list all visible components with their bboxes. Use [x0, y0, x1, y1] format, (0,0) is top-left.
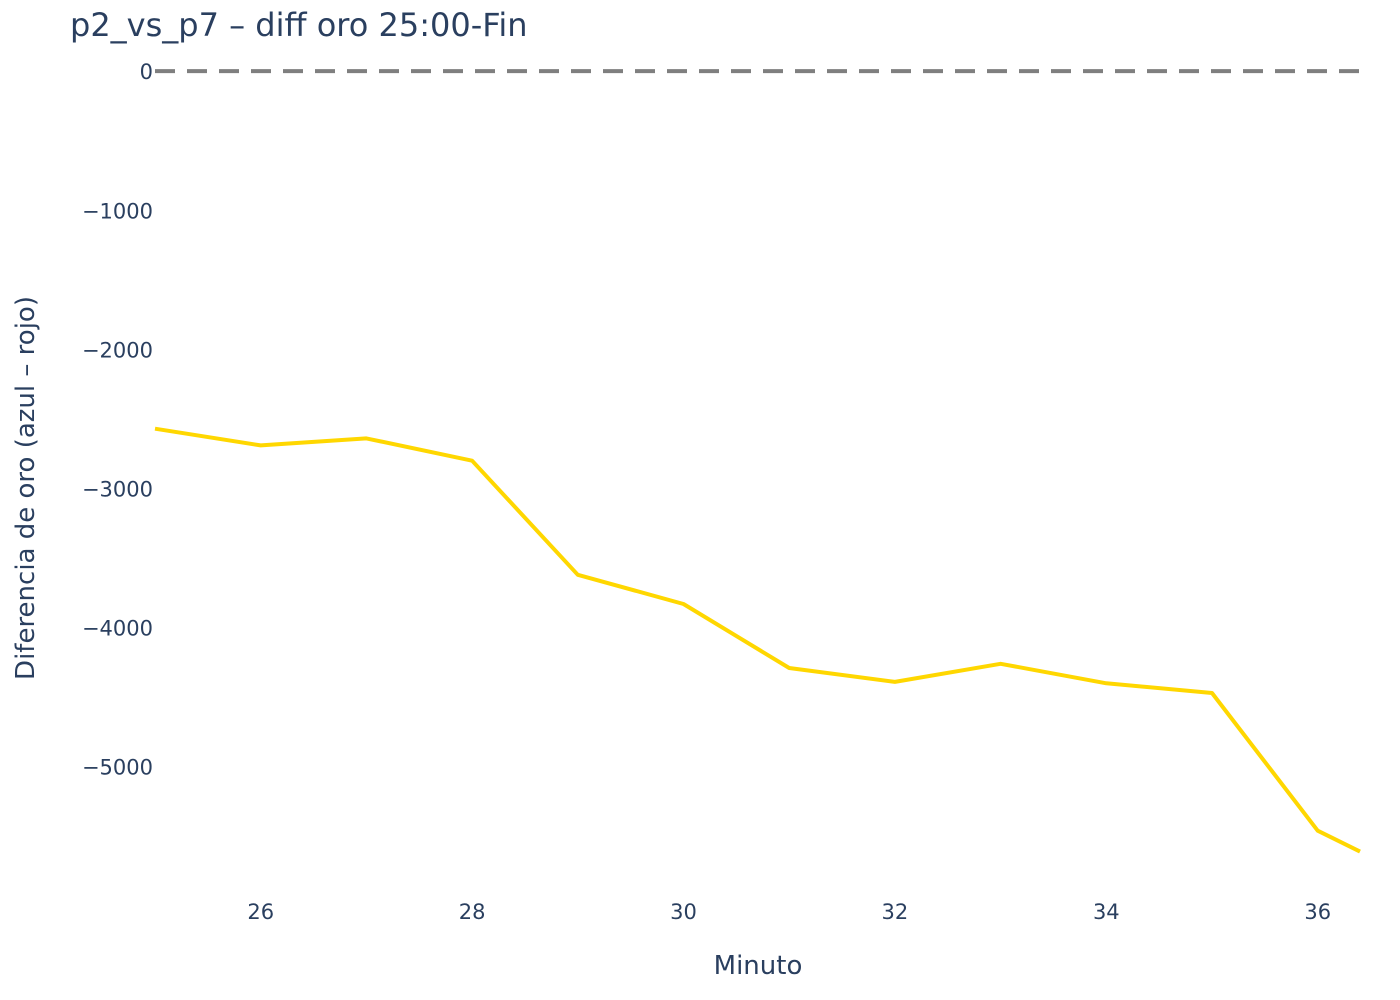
y-tick-label: −3000 — [82, 477, 153, 501]
y-tick-label: −5000 — [82, 756, 153, 780]
y-tick-label: −1000 — [82, 199, 153, 223]
x-tick-label: 32 — [882, 900, 909, 924]
x-tick-label: 36 — [1304, 900, 1331, 924]
chart-title: p2_vs_p7 – diff oro 25:00-Fin — [70, 6, 528, 44]
gold-difference-series-line — [154, 426, 1361, 854]
y-tick-label: −2000 — [82, 338, 153, 362]
y-tick-label: −4000 — [82, 617, 153, 641]
y-axis-title: Diferencia de oro (azul – rojo) — [11, 296, 41, 680]
x-tick-label: 30 — [670, 900, 697, 924]
x-tick-label: 28 — [459, 900, 486, 924]
x-tick-label: 34 — [1093, 900, 1120, 924]
x-tick-label: 26 — [247, 900, 274, 924]
y-tick-label: 0 — [140, 60, 153, 84]
x-axis-title: Minuto — [714, 951, 803, 981]
